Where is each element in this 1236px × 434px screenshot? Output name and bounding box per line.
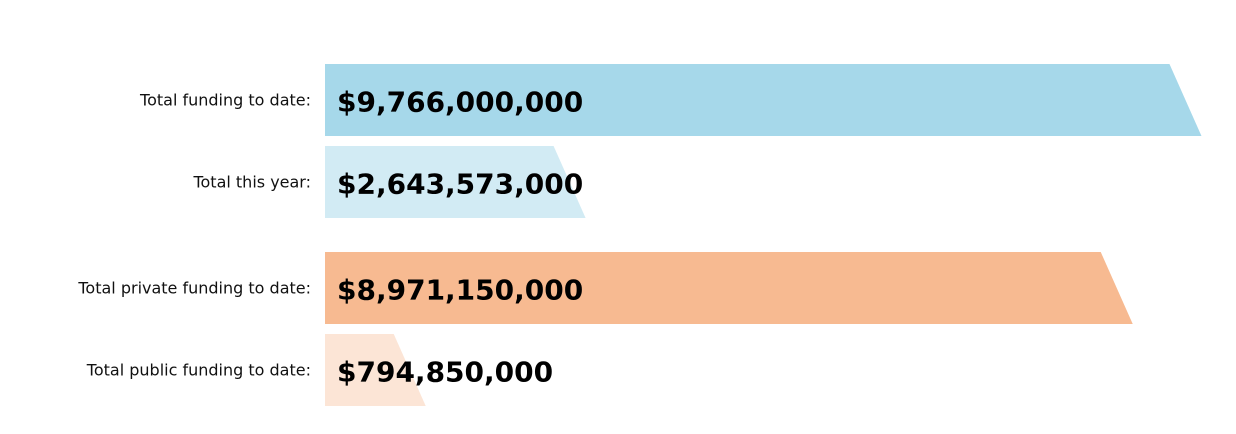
value-label-group: $9,766,000,000 $2,643,573,000 $8,971,150,0… <box>337 86 583 389</box>
bar-group <box>325 64 1202 406</box>
row-label-2: Total this year: <box>192 173 311 192</box>
value-label-4: $794,850,000 <box>337 356 553 389</box>
value-label-1: $9,766,000,000 <box>337 86 583 119</box>
row-label-4: Total public funding to date: <box>86 361 311 380</box>
row-label-1: Total funding to date: <box>139 91 311 110</box>
bar-3 <box>325 252 1133 324</box>
row-label-3: Total private funding to date: <box>77 279 311 298</box>
bar-1 <box>325 64 1202 136</box>
value-label-2: $2,643,573,000 <box>337 168 583 201</box>
bar-4 <box>325 334 426 406</box>
row-label-group: Total funding to date: Total this year: To… <box>77 91 311 380</box>
value-label-3: $8,971,150,000 <box>337 274 583 307</box>
bar-2 <box>325 146 586 218</box>
